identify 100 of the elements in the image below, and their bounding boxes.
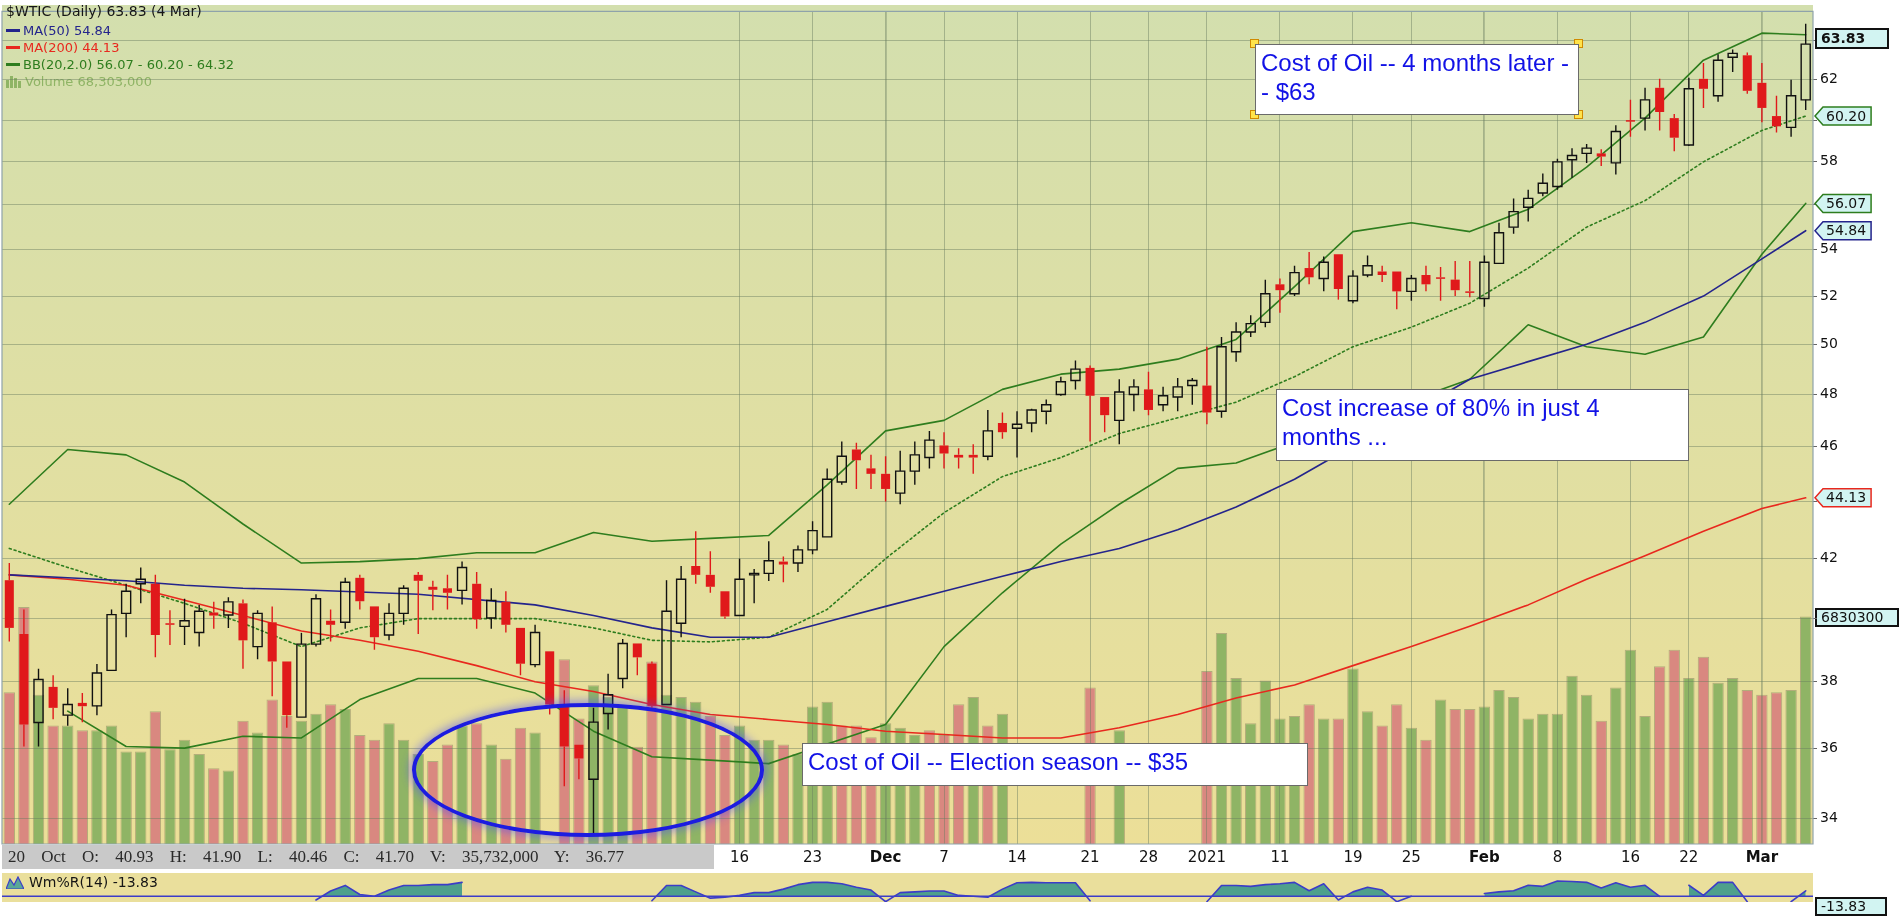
candlestick <box>4 562 14 643</box>
candlestick <box>1041 398 1052 425</box>
text: 6830300 <box>1815 608 1899 627</box>
candlestick <box>821 467 833 538</box>
y-tick-label: 50 <box>1820 334 1838 351</box>
x-tick-label: 16 <box>1620 847 1640 866</box>
candlestick <box>1610 124 1622 176</box>
candlestick <box>1800 22 1811 111</box>
candlestick <box>1143 370 1154 416</box>
candlestick <box>705 550 715 594</box>
text: 63.83 <box>1815 28 1889 49</box>
candlestick <box>1421 265 1431 293</box>
chart-title: Wm%R(14) -13.83 <box>29 874 158 890</box>
data-label: 60.20 <box>1826 107 1867 124</box>
candlestick <box>120 583 132 638</box>
text: -13.83 <box>1815 897 1887 916</box>
candlestick <box>1771 95 1782 134</box>
x-tick-label: 25 <box>1401 847 1421 866</box>
x-tick-label: 11 <box>1270 847 1290 866</box>
candlestick <box>529 624 541 668</box>
candlestick <box>1639 87 1651 132</box>
candlestick <box>982 409 994 461</box>
x-tick-label: 16 <box>730 847 750 866</box>
candlestick <box>881 455 891 503</box>
candlestick <box>383 602 395 642</box>
candlestick <box>193 604 205 648</box>
legend-label: MA(200) 44.13 <box>23 39 120 56</box>
candlestick <box>135 566 146 605</box>
candlestick <box>326 608 336 643</box>
candlestick <box>1698 62 1708 109</box>
candlestick <box>763 540 774 582</box>
candlestick <box>691 530 701 585</box>
candlestick <box>866 454 876 490</box>
candlestick <box>1436 266 1446 302</box>
candlestick <box>1055 375 1067 396</box>
candlestick <box>734 557 745 617</box>
y-tick-label: 58 <box>1820 152 1838 169</box>
y-tick-label: 34 <box>1820 809 1838 826</box>
candlestick <box>1727 48 1738 73</box>
candlestick <box>647 660 657 709</box>
candlestick <box>456 560 468 606</box>
candlestick <box>968 443 978 475</box>
x-tick-label: 22 <box>1679 847 1699 866</box>
candlestick <box>1450 260 1460 297</box>
y-tick-label: 38 <box>1820 672 1838 689</box>
candlestick <box>1508 197 1519 235</box>
candlestick <box>209 601 219 630</box>
data-label: 56.07 <box>1826 195 1867 212</box>
candlestick <box>486 587 497 630</box>
x-tick-label: 14 <box>1007 847 1027 866</box>
chart-title: $WTIC (Daily) 63.83 (4 Mar) <box>6 3 202 19</box>
x-tick-label: 7 <box>939 847 949 866</box>
x-tick-label: Feb <box>1469 847 1500 866</box>
candlestick <box>77 692 87 723</box>
candlestick <box>413 571 423 635</box>
y-tick-label: 52 <box>1820 286 1838 303</box>
candlestick <box>428 580 438 612</box>
candlestick <box>748 568 760 605</box>
candlestick <box>267 605 277 698</box>
legend-label: MA(50) 54.84 <box>23 22 112 39</box>
candlestick <box>778 555 788 583</box>
x-tick-label: 19 <box>1343 847 1363 866</box>
x-tick-label: 21 <box>1080 847 1100 866</box>
x-tick-label: Dec <box>869 847 902 866</box>
candlestick <box>939 431 949 470</box>
candlestick <box>1230 321 1242 363</box>
line-series <box>8 115 1807 648</box>
candlestick <box>720 591 730 620</box>
x-tick-label: 28 <box>1138 847 1159 866</box>
candlestick <box>851 442 861 490</box>
x-tick-label: 23 <box>803 847 823 866</box>
data-label: 54.84 <box>1826 222 1867 239</box>
y-tick-label: 46 <box>1820 437 1838 454</box>
y-tick-label: 54 <box>1820 240 1838 257</box>
y-tick-label: 62 <box>1820 70 1838 87</box>
candlestick <box>909 440 921 486</box>
candlestick <box>355 574 365 611</box>
candlestick <box>1172 377 1183 412</box>
legend-label: BB(20,2.0) 56.07 - 60.20 - 64.32 <box>23 56 235 73</box>
candlestick <box>442 574 452 611</box>
candlestick <box>238 598 248 670</box>
candlestick <box>1493 221 1505 265</box>
candlestick <box>1202 346 1212 425</box>
candlestick <box>1537 172 1549 197</box>
candlestick <box>1157 386 1169 412</box>
candlestick <box>1347 269 1359 304</box>
candlestick <box>150 574 160 659</box>
candlestick <box>1625 99 1635 138</box>
x-tick-label: 8 <box>1552 847 1563 866</box>
candlestick <box>1785 79 1797 138</box>
y-tick-label: 42 <box>1820 549 1838 566</box>
candlestick <box>1566 147 1578 179</box>
candlestick <box>1522 189 1534 223</box>
candlestick <box>1318 255 1329 293</box>
candlestick <box>792 544 804 573</box>
x-tick-label: Mar <box>1745 847 1779 866</box>
candlestick <box>894 450 906 505</box>
data-label: 44.13 <box>1826 489 1867 506</box>
candlestick <box>501 590 511 634</box>
candlestick <box>310 593 322 648</box>
